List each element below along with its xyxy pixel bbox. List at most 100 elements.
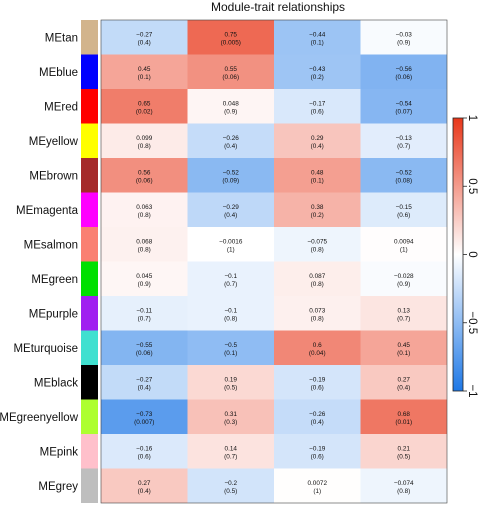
cell-correlation: 0.55 (225, 66, 238, 73)
heatmap-cell (360, 227, 447, 262)
heatmap-cell (274, 158, 361, 193)
cell-correlation: −0.26 (223, 135, 240, 142)
cell-pvalue: (0.06) (136, 177, 153, 184)
heatmap-cell (101, 227, 188, 262)
cell-correlation: −0.26 (309, 411, 326, 418)
cell-pvalue: (0.5) (224, 384, 237, 391)
row-label: MEbrown (29, 170, 78, 182)
cell-pvalue: (0.8) (138, 246, 151, 253)
cell-correlation: 0.6 (313, 342, 322, 349)
cell-correlation: −0.27 (136, 31, 153, 38)
heatmap-cell (187, 399, 274, 434)
heatmap-cell (360, 296, 447, 331)
cell-correlation: 0.27 (138, 480, 151, 487)
cell-correlation: −0.44 (309, 31, 326, 38)
scale-tick-label: 0 (466, 251, 478, 257)
heatmap-cell (187, 261, 274, 296)
row-label: MEblack (34, 377, 78, 389)
scale-tick-label: 1 (466, 115, 478, 121)
cell-correlation: −0.1 (224, 273, 237, 280)
cell-pvalue: (0.9) (397, 39, 410, 46)
cell-correlation: −0.074 (394, 480, 414, 487)
cell-correlation: 0.0094 (394, 238, 414, 245)
cell-pvalue: (0.6) (138, 453, 151, 460)
cell-correlation: 0.45 (398, 342, 411, 349)
cell-pvalue: (0.9) (224, 108, 237, 115)
cell-correlation: −0.075 (307, 238, 327, 245)
heatmap-cell (274, 54, 361, 89)
row-label: MEturquoise (13, 343, 78, 355)
cell-pvalue: (0.1) (138, 74, 151, 81)
module-color-swatch (81, 54, 98, 89)
heatmap-cell (360, 158, 447, 193)
module-color-swatch (81, 261, 98, 296)
heatmap-cell (360, 434, 447, 469)
cell-correlation: 0.21 (398, 445, 411, 452)
row-label: MEpink (40, 446, 79, 458)
heatmap-cell (274, 227, 361, 262)
cell-pvalue: (0.4) (224, 212, 237, 219)
cell-pvalue: (0.7) (224, 281, 237, 288)
heatmap-cell (101, 296, 188, 331)
heatmap-cell (187, 20, 274, 55)
cell-pvalue: (0.8) (397, 488, 410, 495)
cell-correlation: 0.19 (225, 376, 238, 383)
cell-pvalue: (0.6) (311, 108, 324, 115)
module-color-swatch (81, 227, 98, 262)
heatmap-cell (101, 261, 188, 296)
cell-correlation: 0.38 (311, 204, 324, 211)
heatmap-cell (274, 399, 361, 434)
heatmap-cell (360, 54, 447, 89)
row-label: MEgreenyellow (0, 412, 79, 424)
cell-correlation: −0.73 (136, 411, 153, 418)
heatmap-cell (187, 330, 274, 365)
cell-correlation: −0.2 (224, 480, 237, 487)
heatmap-row: MEgrey 0.27(0.4) −0.2(0.5) 0.0072(1) −0.074(… (38, 468, 447, 503)
heatmap-cell (101, 330, 188, 365)
cell-pvalue: (0.8) (311, 281, 324, 288)
heatmap-cell (274, 296, 361, 331)
cell-pvalue: (0.4) (138, 384, 151, 391)
row-label: MEtan (45, 32, 78, 44)
heatmap-cell (360, 123, 447, 158)
row-label: MEsalmon (24, 239, 78, 251)
cell-correlation: −0.27 (136, 376, 153, 383)
heatmap-cell (360, 399, 447, 434)
cell-pvalue: (0.6) (311, 453, 324, 460)
heatmap-cell (274, 123, 361, 158)
heatmap-cell (101, 20, 188, 55)
cell-correlation: 0.063 (136, 204, 152, 211)
cell-correlation: 0.14 (225, 445, 238, 452)
cell-pvalue: (0.005) (221, 39, 241, 46)
cell-pvalue: (0.9) (397, 281, 410, 288)
cell-pvalue: (0.5) (397, 453, 410, 460)
heatmap-cell (101, 399, 188, 434)
heatmap-cell (274, 468, 361, 503)
cell-pvalue: (0.04) (309, 350, 326, 357)
heatmap-cell (274, 434, 361, 469)
cell-pvalue: (0.1) (224, 350, 237, 357)
cell-correlation: 0.0072 (307, 480, 327, 487)
row-label: MEgrey (38, 481, 78, 493)
cell-correlation: 0.087 (309, 273, 325, 280)
cell-pvalue: (1) (227, 246, 235, 253)
cell-correlation: 0.048 (223, 100, 239, 107)
scale-tick-label: −0.5 (466, 311, 478, 334)
cell-correlation: −0.52 (396, 169, 413, 176)
cell-correlation: 0.073 (309, 307, 325, 314)
cell-pvalue: (0.8) (138, 212, 151, 219)
heatmap-cell (187, 227, 274, 262)
heatmap-cell (274, 330, 361, 365)
cell-pvalue: (0.08) (395, 177, 412, 184)
module-color-swatch (81, 399, 98, 434)
row-label: MEred (44, 101, 78, 113)
cell-pvalue: (0.2) (311, 212, 324, 219)
row-label: MEpurple (29, 308, 78, 320)
heatmap-cell (274, 89, 361, 124)
cell-pvalue: (0.4) (311, 419, 324, 426)
module-color-swatch (81, 468, 98, 503)
cell-pvalue: (0.5) (224, 488, 237, 495)
cell-correlation: −0.16 (136, 445, 153, 452)
cell-pvalue: (0.4) (311, 143, 324, 150)
